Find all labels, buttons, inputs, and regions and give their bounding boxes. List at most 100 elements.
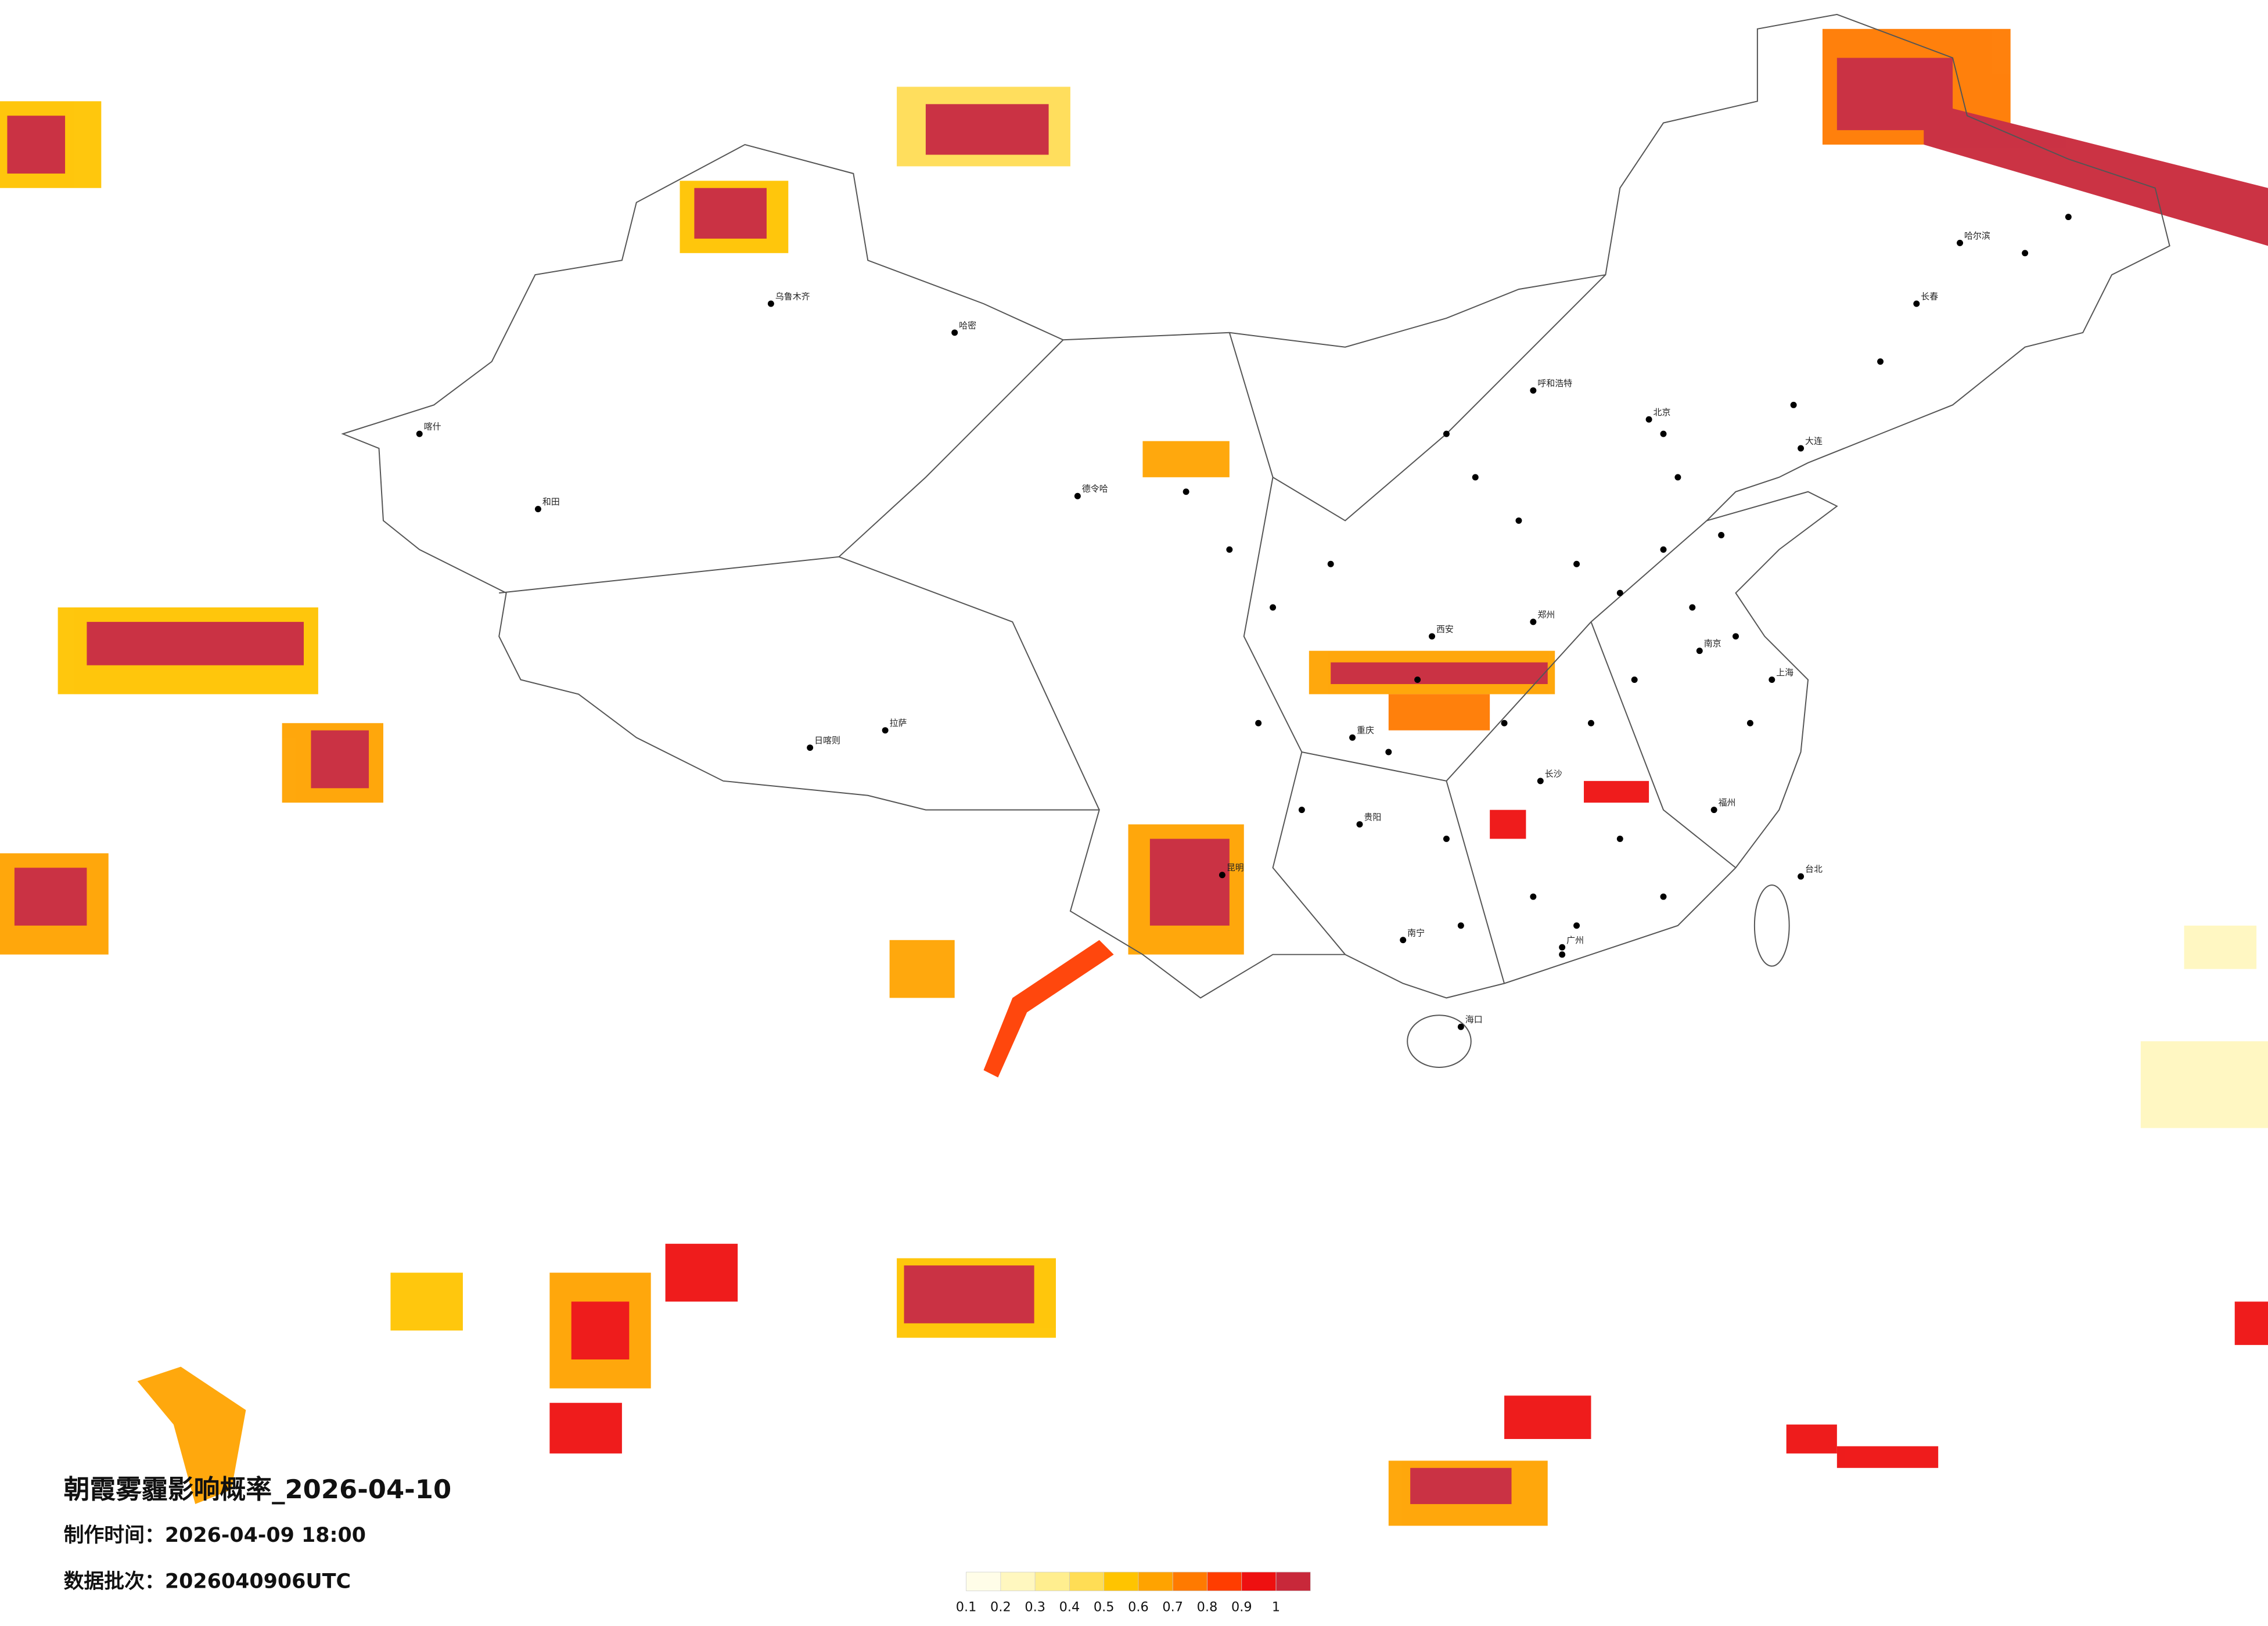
city-dot bbox=[1226, 546, 1233, 553]
legend-label: 0.5 bbox=[1094, 1599, 1115, 1614]
city-dot bbox=[1660, 430, 1667, 437]
city-label: 哈尔滨 bbox=[1964, 231, 1990, 241]
city-dot bbox=[1472, 474, 1479, 481]
city-dot bbox=[1501, 720, 1508, 726]
city-label: 郑州 bbox=[1537, 609, 1555, 620]
city-dot bbox=[1573, 560, 1580, 567]
legend-swatch bbox=[1172, 1571, 1207, 1591]
city-dot bbox=[416, 430, 423, 437]
haze-areas bbox=[0, 28, 2268, 1526]
city-label: 贵阳 bbox=[1364, 812, 1381, 822]
city-dot bbox=[1559, 951, 1566, 958]
city-dot bbox=[2022, 250, 2029, 257]
legend-swatch bbox=[966, 1571, 1001, 1591]
city-label: 德令哈 bbox=[1082, 484, 1108, 494]
legend-label: 0.6 bbox=[1128, 1599, 1149, 1614]
city-dot bbox=[1327, 560, 1334, 567]
city-dot bbox=[1710, 807, 1717, 814]
city-dot bbox=[1414, 677, 1421, 683]
legend-label: 0.9 bbox=[1231, 1599, 1252, 1614]
city-dot bbox=[1298, 807, 1305, 814]
city-dot bbox=[1270, 604, 1277, 611]
city-dot bbox=[1559, 944, 1566, 951]
legend-swatch bbox=[1207, 1571, 1242, 1591]
legend-swatch bbox=[1069, 1571, 1105, 1591]
city-label: 西安 bbox=[1436, 624, 1454, 634]
title: 朝霞雾霾影响概率_2026-04-10 bbox=[64, 1474, 452, 1505]
city-dot bbox=[1769, 677, 1775, 683]
legend-label: 0.1 bbox=[956, 1599, 977, 1614]
city-dot bbox=[1074, 492, 1081, 499]
city-label: 广州 bbox=[1566, 935, 1584, 945]
city-dot bbox=[1457, 922, 1464, 929]
city-dot bbox=[1674, 474, 1681, 481]
city-label: 拉萨 bbox=[890, 718, 907, 728]
city-label: 福州 bbox=[1719, 797, 1736, 808]
legend-label: 0.7 bbox=[1162, 1599, 1183, 1614]
city-label: 长沙 bbox=[1545, 768, 1562, 779]
city-dot bbox=[951, 329, 958, 336]
city-label: 大连 bbox=[1805, 436, 1823, 447]
city-dot bbox=[1573, 922, 1580, 929]
legend-label: 0.3 bbox=[1025, 1599, 1045, 1614]
city-dot bbox=[1443, 430, 1450, 437]
city-dot bbox=[1457, 1023, 1464, 1030]
country-boundary bbox=[341, 13, 2170, 1068]
city-label: 长春 bbox=[1921, 292, 1938, 302]
city-dot bbox=[1645, 416, 1652, 423]
legend-label: 0.4 bbox=[1059, 1599, 1080, 1614]
legend-swatch bbox=[1034, 1571, 1070, 1591]
city-dot bbox=[882, 727, 889, 734]
city-dot bbox=[1537, 778, 1544, 785]
city-dot bbox=[1913, 300, 1920, 307]
legend-swatch bbox=[1104, 1571, 1139, 1591]
made-time: 制作时间：2026-04-09 18:00 bbox=[64, 1524, 366, 1547]
city-dot bbox=[1790, 401, 1797, 408]
city-dot bbox=[1182, 488, 1189, 495]
city-dot bbox=[1400, 937, 1407, 944]
city-dot bbox=[1660, 546, 1667, 553]
city-dot bbox=[1718, 531, 1725, 538]
city-dot bbox=[1696, 647, 1703, 654]
city-dot bbox=[1587, 720, 1594, 726]
city-label: 喀什 bbox=[424, 422, 441, 432]
city-dot bbox=[1255, 720, 1262, 726]
city-label: 台北 bbox=[1805, 864, 1823, 875]
city-label: 南京 bbox=[1704, 638, 1721, 649]
city-dot bbox=[1530, 893, 1537, 900]
city-dot bbox=[1798, 445, 1805, 452]
city-dot bbox=[1616, 835, 1623, 842]
city-dot bbox=[1746, 720, 1753, 726]
city-dot bbox=[1429, 633, 1436, 640]
city-dot bbox=[767, 300, 774, 307]
city-label: 和田 bbox=[542, 497, 560, 507]
city-dot bbox=[1660, 893, 1667, 900]
legend-swatch bbox=[1241, 1571, 1277, 1591]
legend-swatch bbox=[1000, 1571, 1036, 1591]
city-dot bbox=[1733, 633, 1739, 640]
batch: 数据批次：2026040906UTC bbox=[64, 1570, 351, 1593]
legend-swatch bbox=[1138, 1571, 1173, 1591]
city-dot bbox=[1515, 517, 1522, 524]
city-label: 海口 bbox=[1465, 1015, 1483, 1025]
city-dot bbox=[1877, 358, 1884, 365]
legend-label: 1 bbox=[1272, 1599, 1280, 1614]
city-dot bbox=[1349, 734, 1356, 741]
city-dot bbox=[1631, 677, 1638, 683]
city-label: 哈密 bbox=[959, 320, 976, 330]
city-dot bbox=[1957, 239, 1964, 246]
legend-label: 0.8 bbox=[1197, 1599, 1218, 1614]
city-label: 北京 bbox=[1654, 407, 1671, 418]
legend-label: 0.2 bbox=[990, 1599, 1011, 1614]
legend: 0.1 0.2 0.3 0.4 0.5 0.6 0.7 0.8 0.9 1 bbox=[956, 1571, 1311, 1614]
city-dot bbox=[534, 506, 541, 513]
city-dot bbox=[1219, 872, 1225, 879]
city-label: 呼和浩特 bbox=[1537, 378, 1572, 388]
city-dot bbox=[1616, 589, 1623, 596]
city-dot bbox=[1356, 821, 1363, 828]
city-label: 乌鲁木齐 bbox=[775, 292, 810, 302]
city-label: 南宁 bbox=[1407, 927, 1425, 938]
